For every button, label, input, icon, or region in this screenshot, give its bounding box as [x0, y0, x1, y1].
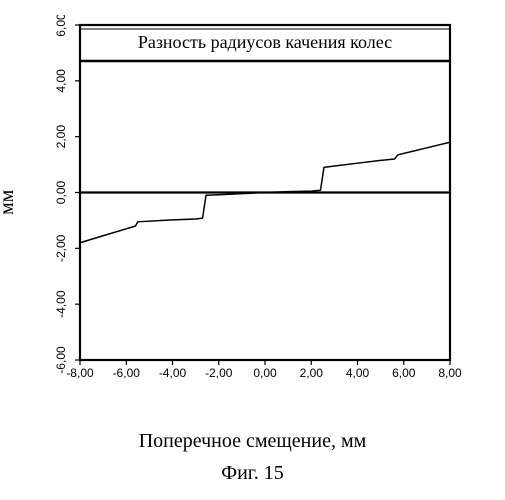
svg-text:-6,00: -6,00 — [113, 366, 141, 380]
svg-text:-4,00: -4,00 — [159, 366, 187, 380]
svg-text:8,00: 8,00 — [438, 366, 462, 380]
svg-text:4,00: 4,00 — [54, 69, 68, 93]
y-axis-label: мм — [0, 190, 19, 215]
svg-text:-2,00: -2,00 — [54, 234, 68, 262]
line-chart: Разность радиусов качения колес-8,00-6,0… — [25, 15, 465, 395]
x-axis-label: Поперечное смещение, мм — [0, 430, 505, 453]
svg-text:2,00: 2,00 — [54, 125, 68, 149]
svg-text:0,00: 0,00 — [54, 180, 68, 204]
svg-text:6,00: 6,00 — [392, 366, 416, 380]
svg-text:-6,00: -6,00 — [54, 346, 68, 374]
figure-caption: Фиг. 15 — [0, 462, 505, 485]
svg-text:4,00: 4,00 — [346, 366, 370, 380]
svg-text:6,00: 6,00 — [54, 15, 68, 37]
chart-container: Разность радиусов качения колес-8,00-6,0… — [25, 15, 465, 400]
svg-text:-4,00: -4,00 — [54, 290, 68, 318]
svg-text:2,00: 2,00 — [300, 366, 324, 380]
svg-text:-8,00: -8,00 — [66, 366, 94, 380]
svg-text:Разность радиусов качения коле: Разность радиусов качения колес — [138, 32, 392, 52]
svg-text:-2,00: -2,00 — [205, 366, 233, 380]
svg-text:0,00: 0,00 — [253, 366, 277, 380]
